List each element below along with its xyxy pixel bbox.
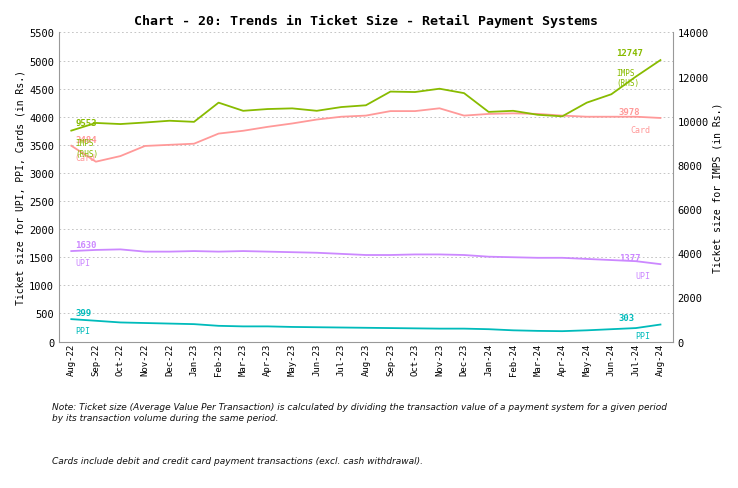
Y-axis label: Ticket size for IMPS (in Rs.): Ticket size for IMPS (in Rs.) [713, 102, 723, 273]
Text: PPI: PPI [75, 326, 91, 335]
Text: IMPS
(RHS): IMPS (RHS) [75, 139, 99, 158]
Text: Card: Card [630, 125, 650, 135]
Text: 1377: 1377 [618, 253, 641, 263]
Text: 9553: 9553 [75, 119, 97, 128]
Text: 3978: 3978 [618, 107, 641, 117]
Text: 1630: 1630 [75, 241, 97, 249]
Text: UPI: UPI [75, 259, 91, 267]
Text: 399: 399 [75, 308, 92, 317]
Text: Note: Ticket size (Average Value Per Transaction) is calculated by dividing the : Note: Ticket size (Average Value Per Tra… [52, 403, 666, 422]
Text: UPI: UPI [635, 271, 650, 281]
Text: Cards include debit and credit card payment transactions (excl. cash withdrawal): Cards include debit and credit card paym… [52, 456, 423, 465]
Y-axis label: Ticket size for UPI, PPI, Cards (in Rs.): Ticket size for UPI, PPI, Cards (in Rs.) [15, 70, 25, 305]
Title: Chart - 20: Trends in Ticket Size - Retail Payment Systems: Chart - 20: Trends in Ticket Size - Reta… [134, 15, 598, 28]
Text: 303: 303 [618, 314, 635, 323]
Text: PPI: PPI [635, 332, 650, 341]
Text: Card: Card [75, 153, 95, 163]
Text: 3484: 3484 [75, 135, 97, 144]
Text: IMPS
(RHS): IMPS (RHS) [616, 68, 639, 88]
Text: 12747: 12747 [616, 48, 643, 58]
